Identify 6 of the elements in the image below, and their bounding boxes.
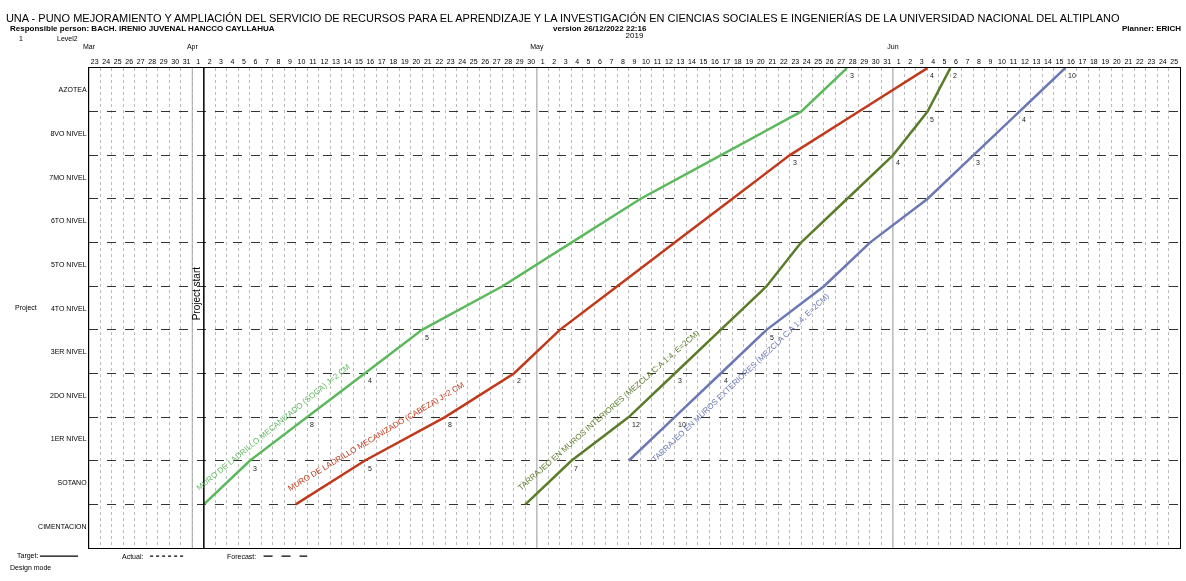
ref-line-label: Project start: [191, 266, 203, 321]
text: Planner: ERICH: [1122, 24, 1182, 33]
text: Responsible person: BACH. IRENIO JUVENAL HANCCO CAYLLAHUA: [10, 24, 275, 33]
text: version 26/12/2022 22:16: [553, 24, 647, 33]
chart-title: UNA - PUNO MEJORAMIENTO Y AMPLIACIÓN DEL SERVICIO DE RECURSOS PARA EL APRENDIZAJE Y LA INVESTIGACIÓN EN CIENCIAS SOCIALES E INGENIERÍAS DE LA UNIVERSIDAD NACIONAL DEL ALTIPLANO: [5, 12, 1120, 25]
x2-axis-title: 2019: [625, 31, 644, 41]
